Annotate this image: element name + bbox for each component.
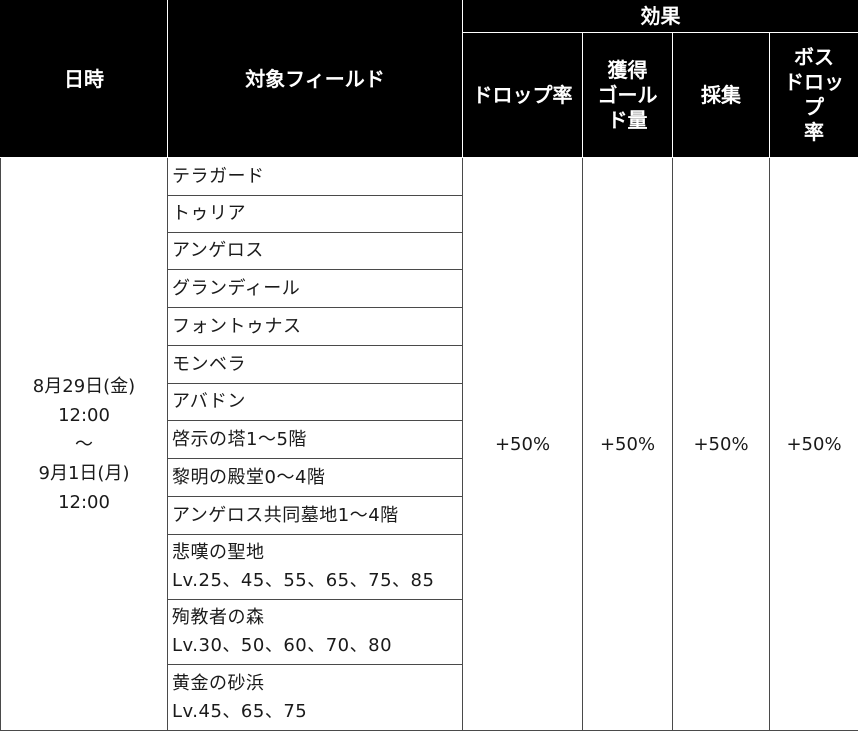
- field-row: 黎明の殿堂0～4階: [168, 459, 463, 497]
- field-name: 黎明の殿堂0～4階: [172, 464, 462, 492]
- header-gold-line2: ゴール: [598, 83, 658, 107]
- field-name: 殉教者の森: [172, 604, 462, 632]
- header-gathering: 採集: [673, 33, 770, 158]
- field-name: テラガード: [172, 163, 462, 191]
- field-name: 啓示の塔1～5階: [172, 426, 462, 454]
- field-name: フォントゥナス: [172, 313, 462, 341]
- period-cell: 8月29日(金) 12:00 ～ 9月1日(月) 12:00: [1, 158, 168, 731]
- field-row: 啓示の塔1～5階: [168, 421, 463, 459]
- field-levels: Lv.30、50、60、70、80: [172, 632, 462, 660]
- header-effect-group: 効果: [463, 1, 858, 33]
- header-date: 日時: [1, 1, 168, 158]
- field-row: フォントゥナス: [168, 308, 463, 346]
- header-boss-drop-rate: ボス ドロッ プ 率: [770, 33, 858, 158]
- field-name: アンゲロス: [172, 237, 462, 265]
- header-field: 対象フィールド: [168, 1, 463, 158]
- effect-gold: +50%: [583, 158, 673, 731]
- field-name: モンベラ: [172, 351, 462, 379]
- header-boss-line1: ボス: [794, 45, 834, 69]
- header-boss-line3: プ: [804, 95, 824, 119]
- effect-drop-rate: +50%: [463, 158, 583, 731]
- field-row: アバドン: [168, 384, 463, 421]
- header-gold-line1: 獲得: [608, 58, 648, 82]
- effect-boss-drop-rate: +50%: [770, 158, 858, 731]
- field-levels: Lv.45、65、75: [172, 698, 462, 726]
- header-boss-line2: ドロッ: [784, 70, 844, 94]
- header-drop-rate: ドロップ率: [463, 33, 583, 158]
- header-boss-line4: 率: [804, 120, 824, 144]
- field-row: トゥリア: [168, 196, 463, 233]
- header-gold-line3: ド量: [608, 108, 648, 132]
- period-end-date: 9月1日(月): [39, 463, 130, 484]
- field-name: 黄金の砂浜: [172, 670, 462, 698]
- field-row: モンベラ: [168, 346, 463, 384]
- field-name: トゥリア: [172, 200, 462, 228]
- effect-gathering: +50%: [673, 158, 770, 731]
- field-row: アンゲロス共同墓地1～4階: [168, 497, 463, 535]
- period-separator: ～: [75, 434, 93, 455]
- field-row: アンゲロス: [168, 233, 463, 270]
- field-name: アバドン: [172, 388, 462, 416]
- field-name: アンゲロス共同墓地1～4階: [172, 502, 462, 530]
- field-levels: Lv.25、45、55、65、75、85: [172, 567, 462, 595]
- field-row: グランディール: [168, 270, 463, 308]
- header-gold: 獲得 ゴール ド量: [583, 33, 673, 158]
- field-row: テラガード: [168, 158, 463, 196]
- period-end-time: 12:00: [58, 492, 110, 513]
- period-start-time: 12:00: [58, 405, 110, 426]
- field-name: 悲嘆の聖地: [172, 539, 462, 567]
- period-start-date: 8月29日(金): [33, 376, 135, 397]
- field-name: グランディール: [172, 275, 462, 303]
